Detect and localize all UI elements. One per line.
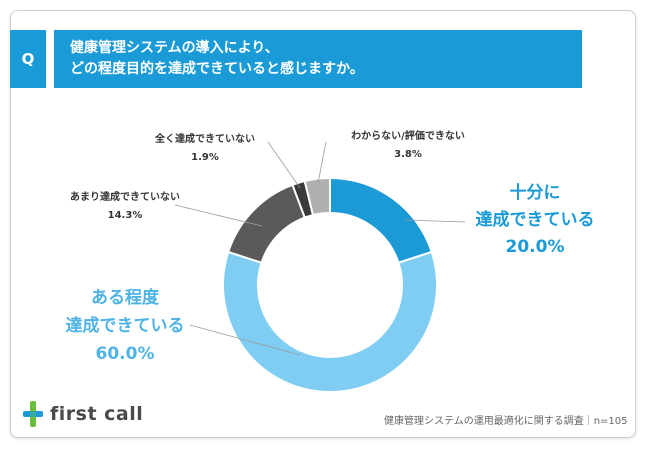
leader-line-notmuch	[174, 204, 263, 227]
slice-somewhat-achieved	[222, 250, 438, 393]
survey-footnote: 健康管理システムの運用最適化に関する調査｜n=105	[384, 416, 628, 427]
label-some-line2: 達成できている	[66, 315, 185, 336]
question-title: 健康管理システムの導入により、 どの程度目的を達成できていると感じますか。	[54, 30, 582, 88]
label-full-pct: 20.0%	[506, 237, 565, 257]
logo-text: first call	[50, 403, 144, 425]
logo-cross-icon	[23, 401, 43, 427]
label-full-line2: 達成できている	[476, 209, 595, 230]
donut-slices	[222, 176, 438, 393]
label-some-pct: 60.0%	[96, 344, 155, 364]
first-call-logo: first call	[22, 400, 143, 428]
leader-line-unknown	[317, 141, 327, 184]
question-title-line-2: どの程度目的を達成できていると感じますか。	[70, 61, 364, 77]
leader-line-notatall	[267, 141, 301, 189]
leader-lines	[174, 141, 466, 356]
slice-not-much-achieved	[226, 183, 307, 265]
label-notatall-pct: 1.9%	[191, 152, 219, 163]
question-badge: Q	[10, 30, 46, 88]
label-notatall-text: 全く達成できていない	[154, 132, 255, 145]
question-title-line-1: 健康管理システムの導入により、	[70, 40, 279, 56]
label-full-line1: 十分に	[510, 182, 561, 203]
leader-line-some	[189, 324, 301, 356]
slice-unknown	[303, 176, 331, 217]
label-notmuch-pct: 14.3%	[108, 210, 143, 221]
label-notmuch-text: あまり達成できていない	[70, 190, 180, 203]
label-unknown-pct: 3.8%	[394, 149, 422, 160]
leader-line-full	[404, 219, 466, 223]
question-badge-label: Q	[21, 50, 35, 68]
label-some-line1: ある程度	[91, 287, 160, 308]
label-unknown-text: わからない/評価できない	[351, 129, 465, 142]
